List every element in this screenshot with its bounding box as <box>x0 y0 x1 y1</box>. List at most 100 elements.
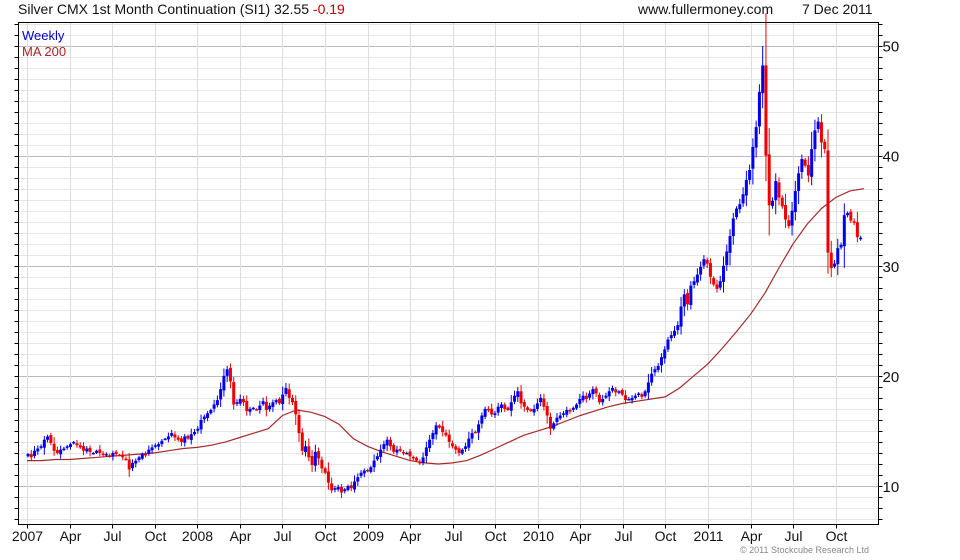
candle-up <box>532 408 536 413</box>
candle-up <box>477 424 481 433</box>
candle-down <box>392 445 396 452</box>
candle-down <box>529 409 533 412</box>
candle-up <box>699 266 703 275</box>
candle-down <box>294 400 298 415</box>
candle-up <box>258 405 262 411</box>
candle-up <box>33 450 37 457</box>
candle-up <box>607 391 611 397</box>
candle-up <box>431 433 435 440</box>
candle-up <box>682 294 686 307</box>
x-tick-label: Jul <box>445 528 463 544</box>
candle-down <box>712 278 716 285</box>
candle-down <box>88 447 92 452</box>
candle-down <box>117 454 121 457</box>
candle-down <box>457 448 461 453</box>
candle-down <box>114 451 118 455</box>
x-tick-label: Jul <box>615 528 633 544</box>
x-tick-label: 2008 <box>182 528 213 544</box>
candle-up <box>395 449 399 453</box>
candle-down <box>121 454 125 458</box>
candle-down <box>242 399 246 403</box>
x-tick-label: Apr <box>570 528 592 544</box>
candle-up <box>721 265 725 282</box>
candle-up <box>493 413 497 416</box>
candle-up <box>810 149 814 177</box>
candle-up <box>646 382 650 393</box>
candle-up <box>731 218 735 237</box>
candle-up <box>839 244 843 248</box>
candle-up <box>793 190 797 213</box>
candle-down <box>388 439 392 447</box>
x-tick-label: Oct <box>485 528 507 544</box>
candle-up <box>140 454 144 459</box>
candle-up <box>212 404 216 409</box>
candle-up <box>539 397 543 403</box>
candle-down <box>490 408 494 415</box>
candle-down <box>826 150 830 253</box>
candle-down <box>620 389 624 395</box>
candle-up <box>741 194 745 204</box>
candle-up <box>774 181 778 201</box>
candle-down <box>98 449 102 453</box>
candle-up <box>728 236 732 253</box>
candle-up <box>565 410 569 415</box>
candle-up <box>421 457 425 463</box>
candle-up <box>68 444 72 447</box>
candle-down <box>526 407 530 411</box>
candle-up <box>271 402 275 407</box>
y-tick-label: 50 <box>883 39 900 56</box>
candle-up <box>153 445 157 447</box>
ma-layer <box>27 188 865 465</box>
y-tick-label: 30 <box>883 259 900 276</box>
candle-down <box>264 401 268 411</box>
candle-down <box>101 453 105 456</box>
candle-up <box>842 215 846 247</box>
candle-down <box>108 455 112 457</box>
candle-up <box>630 397 634 401</box>
candle-up <box>797 173 801 191</box>
candles-layer <box>26 13 863 499</box>
candle-up <box>91 452 95 455</box>
candle-up <box>610 387 614 391</box>
candle-down <box>819 122 823 143</box>
candle-up <box>558 415 562 419</box>
candle-up <box>643 391 647 397</box>
candle-down <box>349 485 353 489</box>
candle-up <box>695 274 699 283</box>
candle-up <box>196 428 200 431</box>
candle-down <box>124 458 128 461</box>
candle-down <box>767 154 771 206</box>
candle-down <box>415 457 419 461</box>
candle-up <box>744 179 748 196</box>
candle-up <box>281 394 285 405</box>
candle-up <box>637 393 641 395</box>
chart-title: Silver CMX 1st Month Continuation (SI1) … <box>18 1 345 17</box>
candle-down <box>418 461 422 464</box>
candle-down <box>330 483 334 491</box>
candle-up <box>359 472 363 476</box>
candle-down <box>307 446 311 458</box>
x-tick-label: Oct <box>655 528 677 544</box>
candle-up <box>464 446 468 449</box>
candle-up <box>757 91 761 127</box>
candle-up <box>199 419 203 430</box>
candle-up <box>562 413 566 415</box>
candle-up <box>859 237 863 240</box>
candle-down <box>290 397 294 403</box>
candle-down <box>441 426 445 433</box>
candle-up <box>424 447 428 457</box>
candle-down <box>49 435 53 444</box>
candle-down <box>78 445 82 448</box>
candle-up <box>235 402 239 404</box>
candle-down <box>519 391 523 404</box>
candle-down <box>29 454 33 458</box>
candle-up <box>209 410 213 414</box>
y-tick-label: 10 <box>883 479 900 496</box>
candle-down <box>568 410 572 412</box>
candle-down <box>705 259 709 264</box>
candle-up <box>663 349 667 359</box>
candle-down <box>597 394 601 403</box>
candle-down <box>584 395 588 399</box>
candle-up <box>496 406 500 413</box>
legend-weekly: Weekly <box>22 28 65 43</box>
